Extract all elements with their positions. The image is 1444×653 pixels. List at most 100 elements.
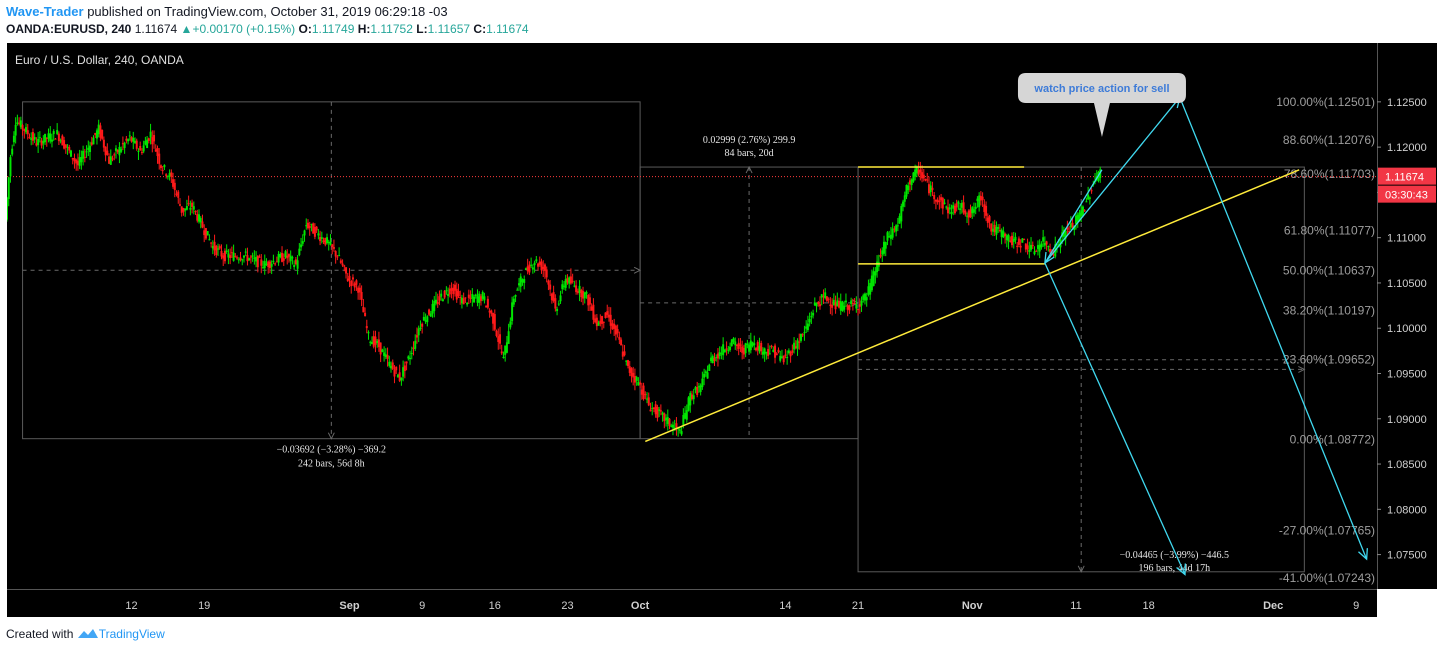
candle-body [644,394,647,396]
author-link[interactable]: Wave-Trader [6,4,84,19]
candle-body [682,414,685,425]
candle-body [787,350,790,354]
candle-body [519,276,522,287]
candle-body [360,291,363,300]
candle-body [236,257,239,259]
candle-body [1014,236,1017,241]
candle-body [462,298,465,305]
candle-body [684,412,687,419]
candle-body [884,242,887,249]
candle-body [808,318,811,323]
candle-body [308,225,311,229]
candle-body [727,349,730,351]
candle-body [225,250,228,253]
candle-body [905,184,908,197]
candle-body [28,137,31,139]
candle-body [438,296,441,301]
candle-body [281,252,284,262]
candle-body [395,366,398,371]
candle-body [220,250,223,257]
candle-body [1085,201,1088,203]
candle-body [71,158,74,160]
price-chart[interactable]: Euro / U.S. Dollar, 240, OANDA −0.03692 (… [7,43,1437,617]
candle-body [689,393,692,406]
candle-body [403,365,406,371]
candle-body [907,185,910,191]
open-label: O: [298,22,312,36]
candle-body [244,251,247,253]
tradingview-brand-link[interactable]: TradingView [98,627,165,641]
measurement-arrow [327,432,335,440]
candle-body [305,225,308,227]
candle-body [753,343,756,345]
candle-body [844,300,847,303]
candle-body [286,255,289,259]
candle-body [893,228,896,230]
candle-body [898,216,901,224]
candle-body [784,354,787,356]
candle-body [523,279,526,283]
candle-body [146,139,149,149]
candle-body [696,386,699,395]
candle-body [651,407,654,409]
projection-arrow-shaft [1044,262,1186,575]
candle-body [794,346,797,348]
candle-body [215,246,218,256]
candle-body [151,137,154,145]
candle-body [493,314,496,330]
candle-body [1055,244,1058,246]
candle-body [1083,210,1086,212]
candle-body [647,397,650,406]
candle-body [492,313,495,324]
fib-level-label: 38.20%(1.10197) [1283,303,1375,317]
symbol-name: OANDA:EURUSD, 240 [6,22,132,36]
candle-body [73,157,76,162]
candle-body [602,321,605,323]
candle-body [926,179,929,181]
projection-arrows [1044,96,1368,576]
candle-body [934,199,937,202]
candle-body [268,261,271,268]
candle-body [822,296,825,298]
candle-body [1078,212,1081,222]
candle-body [801,334,804,336]
candle-body [867,286,870,295]
candle-body [153,135,156,142]
candle-body [1069,223,1072,228]
candle-body [191,202,194,207]
candle-body [813,302,816,306]
candle-body [218,246,221,249]
rising-trendline [645,169,1300,443]
candle-body [201,221,204,228]
fib-level-label: 88.60%(1.12076) [1283,133,1375,147]
candle-body [42,140,45,144]
candle-body [941,198,944,209]
fib-level-label: 0.00%(1.08772) [1290,432,1375,446]
candle-body [876,261,879,273]
candle-body [749,340,752,351]
candle-body [659,410,662,412]
candle-body [26,130,29,135]
candle-body [54,138,57,140]
time-tick-label: Oct [631,600,650,612]
time-tick-label: 23 [561,600,573,612]
candle-body [819,304,822,307]
candle-body [45,137,48,139]
candle-body [891,228,894,238]
candle-body [990,223,993,232]
candle-body [537,263,540,267]
candle-body [829,304,832,307]
candle-body [962,202,965,213]
price-tick-label: 1.08000 [1387,504,1427,516]
candle-body [704,371,707,374]
tradingview-cloud-icon [77,629,98,638]
candle-body [332,247,335,249]
candle-body [812,312,815,316]
candle-body [82,150,85,159]
price-tick-label: 1.09500 [1387,368,1427,380]
candle-body [791,350,794,353]
candle-body [474,294,477,297]
candle-body [595,317,598,327]
candle-body [739,344,742,346]
candle-body [1068,231,1071,233]
